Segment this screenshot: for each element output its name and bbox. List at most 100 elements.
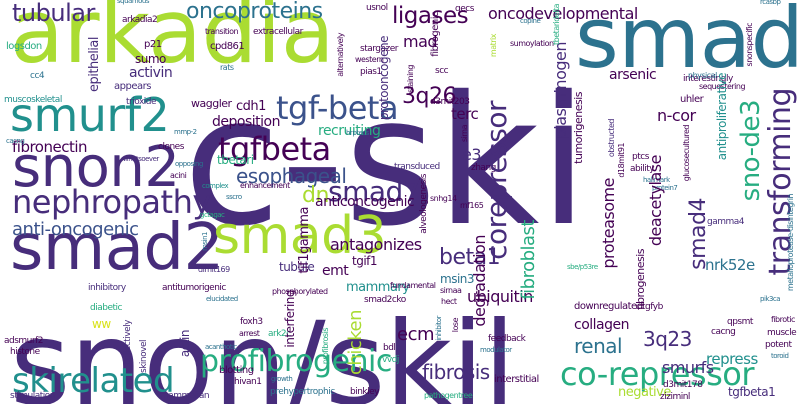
- word-phosphorylated: phosphorylated: [272, 287, 328, 296]
- word-mammary: mammary: [346, 280, 410, 295]
- word-antiproliferative: antiproliferative: [715, 73, 729, 161]
- word-zhang: zhang: [471, 163, 496, 173]
- word-recruiting: recruiting: [318, 123, 381, 139]
- word-3q26: 3q26: [402, 84, 456, 109]
- word-sequestering: sequestering: [699, 82, 746, 91]
- word-tgf-beta: tgf-beta: [276, 89, 399, 127]
- word-stimulation: stimulation: [10, 391, 55, 401]
- word-metalloprotease: metalloprotease-disintegrin: [786, 194, 795, 292]
- word-cdh1: cdh1: [236, 99, 266, 114]
- word-negative: negative: [618, 385, 671, 400]
- word-complex: complex: [202, 182, 229, 190]
- word-sirna: sirna: [460, 125, 469, 143]
- word-collectively: collectively: [123, 320, 133, 365]
- word-fundamental: fundamental: [390, 281, 436, 290]
- word-smad7: smad7: [328, 175, 421, 208]
- word-collagen: collagen: [574, 317, 630, 333]
- word-fibrogenesis: fibrogenesis: [634, 249, 647, 310]
- word-gctagac: gctagac: [200, 211, 225, 219]
- word-logsdon: logsdon: [6, 41, 42, 52]
- word-anticoncogenic: anticoncogenic: [315, 194, 415, 210]
- word-epithelial: epithelial: [87, 37, 102, 92]
- word-extracellular: extracellular: [253, 27, 303, 37]
- word-ptcs: ptcs: [632, 152, 649, 162]
- word-physical: physical: [688, 71, 717, 80]
- word-protooncogene: protooncogene: [377, 36, 391, 121]
- word-actin: actin: [178, 330, 192, 358]
- word-mammalian: mammalian: [160, 391, 210, 401]
- word-acini: acini: [170, 171, 187, 180]
- word-p21: p21: [144, 39, 162, 50]
- word-tumorigenesis: tumorigenesis: [572, 92, 585, 164]
- word-fibroblast: fibroblast: [518, 220, 539, 300]
- word-clones: clones: [158, 142, 184, 152]
- word-renal: renal: [574, 334, 623, 358]
- word-western: western: [355, 55, 384, 64]
- word-cc4: cc4: [30, 71, 45, 81]
- word-arkadia: arkadia: [10, 0, 335, 83]
- word-snon2: snon2: [12, 135, 180, 200]
- word-scc: scc: [435, 66, 449, 76]
- word-tgfyb: tgfyb: [642, 302, 663, 312]
- word-profibrogenic: profibrogenic: [200, 344, 392, 379]
- word-ww: ww: [92, 317, 111, 331]
- word-matrix: matrix: [489, 34, 498, 58]
- word-snhg14: snhg14: [430, 194, 457, 203]
- word-mmp-2: mmp-2: [174, 128, 197, 136]
- word-dlmit169: dlmit169: [198, 265, 230, 274]
- word-lose: lose: [451, 318, 460, 333]
- word-ziziminl: ziziminl: [660, 392, 690, 402]
- word-smad2cko: smad2cko: [364, 295, 406, 305]
- word-tubular: tubular: [12, 0, 95, 27]
- word-terc: terc: [451, 105, 479, 123]
- word-smad: smad: [575, 0, 804, 87]
- word-interstitial: interstitial: [494, 374, 539, 385]
- word-3q23: 3q23: [643, 327, 692, 351]
- word-msin1: msin1: [201, 232, 209, 251]
- word-msin3: msin3: [440, 272, 475, 286]
- word-tbetaridelta: tbetaridelta: [552, 4, 561, 45]
- word-usnol: usnol: [366, 3, 388, 13]
- word-cpd861: cpd861: [210, 41, 245, 52]
- word-deposition: deposition: [212, 114, 280, 130]
- word-ability: ability: [630, 164, 655, 174]
- word-tubule: tubule: [279, 260, 315, 274]
- word-esophageal: esophageal: [236, 164, 347, 188]
- word-fibrosis: fibrosis: [422, 360, 490, 384]
- word-cacng2: cacng: [711, 327, 736, 337]
- word-skirelated: skirelated: [12, 361, 175, 401]
- word-bdl: bdl: [383, 343, 396, 353]
- word-dn: dn: [302, 183, 329, 208]
- word-chicken: chicken: [345, 310, 366, 375]
- word-tbetari: tbetari: [217, 153, 254, 167]
- word-oncodevelopmental: oncodevelopmental: [488, 4, 638, 23]
- word-emt: emt: [322, 263, 349, 279]
- word-binkley: binkley: [350, 387, 380, 397]
- word-waggler: waggler: [191, 97, 232, 110]
- word-co-repressor: co-repressor: [560, 355, 754, 393]
- word-acanthotic: acanthotic: [205, 343, 237, 351]
- word-interestingly: interestingly: [683, 74, 733, 84]
- word-profibrosis: profibrosis: [321, 328, 330, 365]
- word-ligases: ligases: [392, 3, 469, 29]
- word-ecm: ecm: [397, 324, 435, 345]
- word-tgfbeta: tgfbeta: [218, 130, 331, 168]
- word-qecs: qecs: [455, 4, 474, 14]
- word-sirnaa: sirnaa: [440, 286, 462, 295]
- word-sbp: sbe/p53re: [567, 263, 598, 271]
- word-downregulated: downregulated: [574, 301, 643, 312]
- word-inhibitor: inhibitor: [435, 316, 443, 341]
- word-pathogentree: pathogentree: [424, 391, 473, 400]
- word-d3mit203: d3mit203: [430, 97, 470, 107]
- word-e3: e3: [462, 145, 482, 164]
- word-sumoylation: sumoylation: [510, 39, 554, 48]
- word-plasminogen: plasminogen: [551, 42, 570, 140]
- word-adsmurf2: adsmurf2: [4, 336, 43, 346]
- word-sscro: sscro: [226, 193, 242, 201]
- word-fibronectin: fibronectin: [12, 138, 88, 156]
- word-vvdj: vvdj: [382, 355, 399, 365]
- word-repress: repress: [706, 350, 758, 368]
- word-d18mit91: d18mit91: [617, 143, 626, 178]
- word-hrptecs: hrptecs: [346, 129, 369, 137]
